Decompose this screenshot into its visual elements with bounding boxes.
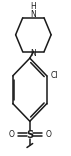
Text: N: N bbox=[31, 49, 36, 58]
Text: O: O bbox=[45, 130, 51, 139]
Text: N: N bbox=[31, 10, 36, 19]
Text: H: H bbox=[31, 2, 36, 11]
Text: S: S bbox=[26, 130, 33, 140]
Text: O: O bbox=[8, 130, 14, 139]
Text: Cl: Cl bbox=[50, 71, 58, 80]
